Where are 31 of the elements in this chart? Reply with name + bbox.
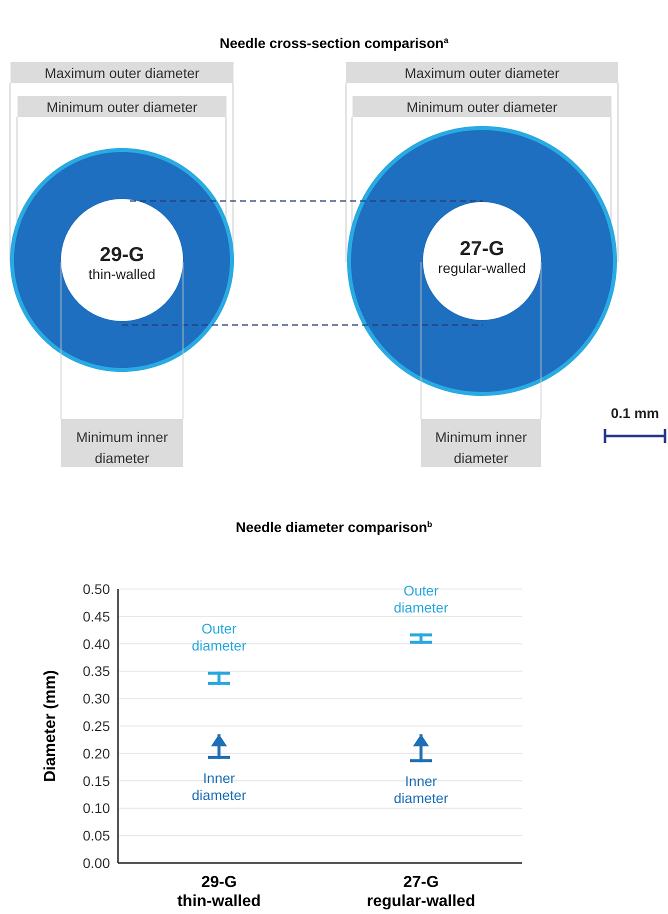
y-tick-label: 0.25 bbox=[82, 718, 110, 734]
y-tick-label: 0.05 bbox=[82, 828, 110, 844]
text: 27-G bbox=[460, 238, 504, 260]
text: regular-walled bbox=[438, 260, 526, 276]
text: 0.1 mm bbox=[610, 405, 660, 421]
text: Needle cross-section comparison$^{a}$ bbox=[220, 35, 449, 51]
text: Inner diameter bbox=[394, 773, 448, 806]
text: thin-walled bbox=[88, 266, 156, 282]
y-tick-label: 0.45 bbox=[82, 608, 110, 624]
y-tick-label: 0.00 bbox=[82, 855, 110, 871]
text: Minimum outer diameter bbox=[46, 99, 198, 115]
chart-title: Needle diameter comparison$^{b}$ bbox=[236, 519, 432, 535]
y-tick-label: 0.50 bbox=[82, 581, 110, 597]
y-tick-label: 0.30 bbox=[82, 690, 110, 707]
y-tick-label: 0.15 bbox=[82, 772, 110, 789]
x-tick-label: 27-G regular-walled bbox=[366, 874, 476, 910]
y-tick-label: 0.10 bbox=[82, 800, 110, 816]
y-tick-label: 0.35 bbox=[82, 663, 110, 680]
text: Minimum inner diameter bbox=[76, 429, 168, 466]
legend-label: Inner diameter bbox=[192, 770, 247, 803]
text: Outer diameter bbox=[192, 620, 247, 654]
text: Minimum inner diameter bbox=[435, 429, 528, 466]
text: Maximum outer diameter bbox=[44, 65, 200, 81]
text: 29-G bbox=[100, 244, 144, 266]
y-tick-label: 0.20 bbox=[82, 745, 110, 762]
x-tick-label: 29-G thin-walled bbox=[177, 874, 261, 910]
y-axis-title: Diameter (mm) bbox=[42, 670, 59, 782]
text: Maximum outer diameter bbox=[404, 65, 560, 81]
y-tick-label: 0.40 bbox=[82, 636, 110, 652]
text: Outer diameter bbox=[394, 582, 448, 616]
text: Minimum outer diameter bbox=[406, 99, 558, 115]
